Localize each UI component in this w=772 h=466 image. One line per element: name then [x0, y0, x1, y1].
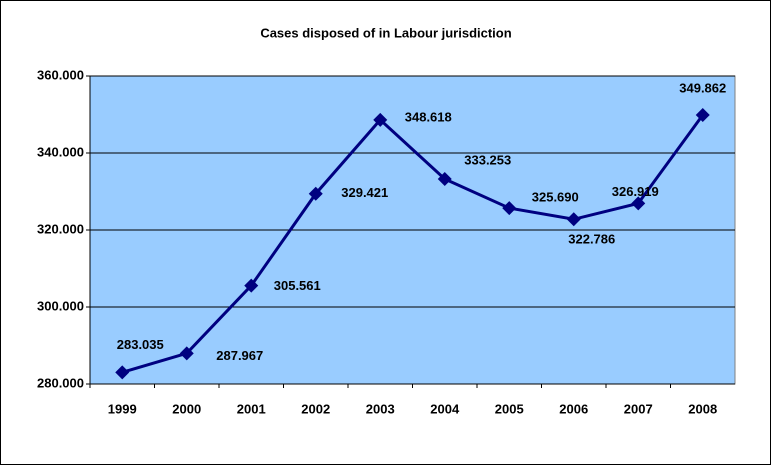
y-tick-label: 280.000: [37, 375, 84, 390]
data-point: [566, 212, 581, 227]
x-tick-label: 2000: [172, 401, 201, 416]
data-label: 283.035: [117, 337, 164, 352]
chart-title: Cases disposed of in Labour jurisdiction: [260, 25, 511, 40]
x-tick-label: 2006: [559, 401, 588, 416]
y-tick-label: 340.000: [37, 144, 84, 159]
data-point: [631, 196, 646, 211]
data-label: 305.561: [274, 278, 321, 293]
x-tick-label: 2008: [688, 401, 717, 416]
data-label: 325.690: [532, 190, 579, 205]
data-label: 348.618: [405, 109, 452, 124]
data-point: [437, 171, 452, 186]
x-tick-label: 2003: [366, 401, 395, 416]
x-tick-label: 2001: [237, 401, 266, 416]
data-point: [373, 112, 388, 127]
data-point: [179, 346, 194, 361]
data-line: [121, 114, 704, 374]
y-tick-label: 300.000: [37, 298, 84, 313]
data-label: 333.253: [464, 152, 511, 167]
data-label: 329.421: [341, 185, 388, 200]
data-label: 326.919: [612, 184, 659, 199]
x-tick-label: 1999: [108, 401, 137, 416]
x-tick-label: 2004: [430, 401, 460, 416]
data-point: [244, 278, 259, 293]
data-label: 349.862: [679, 80, 726, 95]
x-tick-label: 2002: [301, 401, 330, 416]
data-point: [502, 201, 517, 216]
data-point: [695, 108, 710, 123]
data-label: 322.786: [568, 232, 615, 247]
y-tick-label: 360.000: [37, 67, 84, 82]
x-tick-label: 2005: [495, 401, 524, 416]
data-label: 287.967: [216, 348, 263, 363]
data-point: [115, 365, 130, 380]
data-point: [308, 186, 323, 201]
y-tick-label: 320.000: [37, 221, 84, 236]
x-tick-label: 2007: [624, 401, 653, 416]
